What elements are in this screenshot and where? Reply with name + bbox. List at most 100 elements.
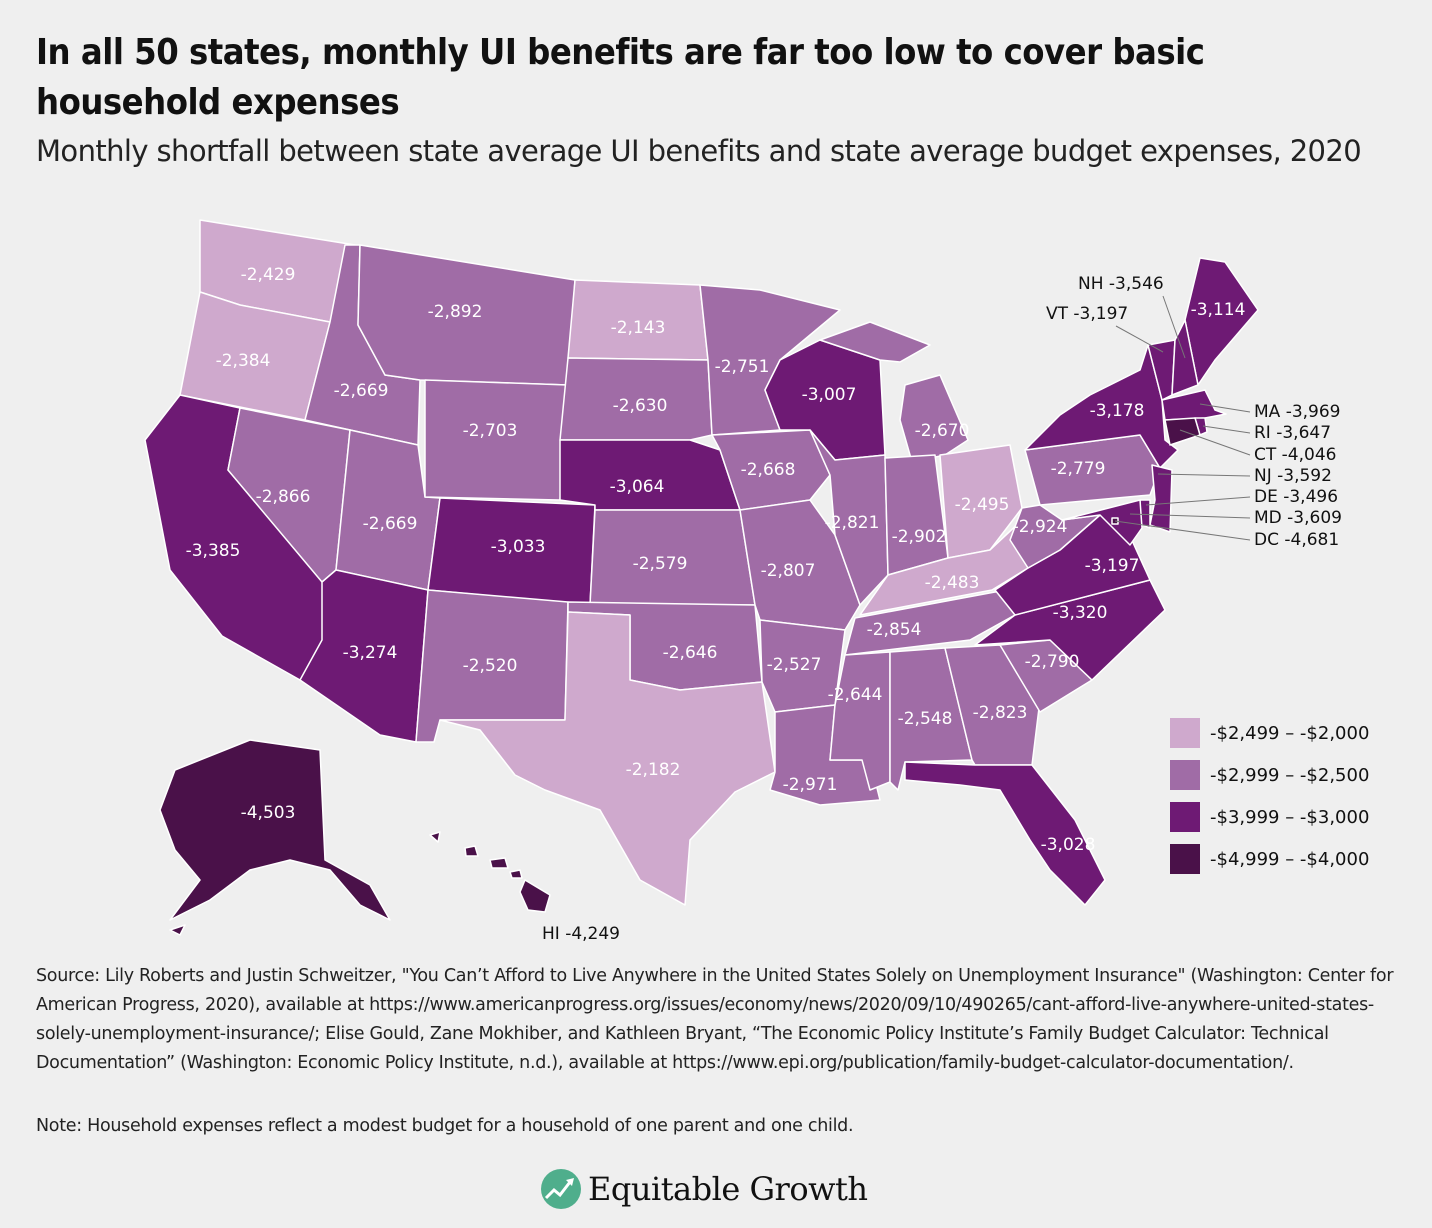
state-il xyxy=(809,429,889,606)
state-label-nv: -2,866 xyxy=(256,487,311,507)
note-text: Note: Household expenses reflect a modes… xyxy=(36,1116,854,1136)
state-label-co: -3,033 xyxy=(491,537,546,557)
state-label-de: DE -3,496 xyxy=(1254,487,1338,507)
state-label-md: MD -3,609 xyxy=(1254,508,1342,528)
legend-swatch xyxy=(1170,802,1200,832)
state-tx xyxy=(439,611,776,906)
state-label-ia: -2,668 xyxy=(741,460,796,480)
legend-item: -$3,999 – -$3,000 xyxy=(1170,796,1369,838)
leader-line-ct xyxy=(1179,429,1251,456)
legend-label: -$4,999 – -$4,000 xyxy=(1210,848,1370,870)
state-hi xyxy=(519,879,551,913)
chart-title: In all 50 states, monthly UI benefits ar… xyxy=(36,32,1205,123)
state-label-ms: -2,644 xyxy=(828,685,883,705)
state-label-in: -2,902 xyxy=(892,527,947,547)
chart-subtitle: Monthly shortfall between state average … xyxy=(36,134,1362,168)
state-label-ma: MA -3,969 xyxy=(1254,402,1341,422)
state-label-ct: CT -4,046 xyxy=(1254,445,1336,465)
state-label-nh: NH -3,546 xyxy=(1078,274,1164,294)
legend: -$2,499 – -$2,000 -$2,999 – -$2,500 -$3,… xyxy=(1170,712,1369,880)
state-label-wv: -2,924 xyxy=(1013,517,1068,537)
state-label-sd: -2,630 xyxy=(613,396,668,416)
state-label-ok: -2,646 xyxy=(663,643,718,663)
state-label-wi: -3,007 xyxy=(802,385,857,405)
growth-logo-icon xyxy=(541,1169,581,1209)
logo-text: Equitable Growth xyxy=(588,1170,868,1208)
state-mi xyxy=(899,374,969,463)
legend-item: -$4,999 – -$4,000 xyxy=(1170,838,1369,880)
state-label-pa: -2,779 xyxy=(1051,459,1106,479)
state-mi xyxy=(819,321,931,363)
state-label-ri: RI -3,647 xyxy=(1254,423,1331,443)
state-hi xyxy=(489,857,509,869)
state-in xyxy=(884,454,949,576)
state-label-mn: -2,751 xyxy=(715,357,770,377)
state-label-id: -2,669 xyxy=(334,381,389,401)
state-ny xyxy=(1024,344,1179,469)
state-label-or: -2,384 xyxy=(216,351,271,371)
state-label-tx: -2,182 xyxy=(626,760,681,780)
state-label-ky: -2,483 xyxy=(925,573,980,593)
equitable-growth-logo: Equitable Growth xyxy=(540,1168,868,1210)
legend-item: -$2,499 – -$2,000 xyxy=(1170,712,1369,754)
state-label-ak: -4,503 xyxy=(241,803,296,823)
state-label-fl: -3,028 xyxy=(1041,835,1096,855)
state-label-mi: -2,670 xyxy=(915,421,970,441)
legend-label: -$2,999 – -$2,500 xyxy=(1210,764,1370,786)
state-label-mo: -2,807 xyxy=(761,561,816,581)
state-hi xyxy=(509,869,523,879)
state-label-nj: NJ -3,592 xyxy=(1254,466,1332,486)
state-md xyxy=(1061,499,1143,546)
state-label-ar: -2,527 xyxy=(767,655,822,675)
state-fl xyxy=(904,761,1106,906)
state-hi xyxy=(429,831,441,843)
legend-item: -$2,999 – -$2,500 xyxy=(1170,754,1369,796)
leader-line-vt xyxy=(1115,325,1164,353)
state-label-nd: -2,143 xyxy=(611,318,666,338)
state-label-mt: -2,892 xyxy=(428,302,483,322)
state-label-ne: -3,064 xyxy=(610,477,665,497)
state-nj xyxy=(1149,464,1173,533)
state-label-wa: -2,429 xyxy=(241,265,296,285)
state-label-tn: -2,854 xyxy=(867,620,922,640)
leader-line-nh xyxy=(1162,295,1186,359)
state-label-va: -3,197 xyxy=(1085,556,1140,576)
legend-label: -$2,499 – -$2,000 xyxy=(1210,722,1370,744)
state-oh xyxy=(939,444,1023,559)
leader-line-md xyxy=(1129,513,1251,519)
state-label-ut: -2,669 xyxy=(363,514,418,534)
state-ct xyxy=(1164,417,1201,446)
state-hi xyxy=(464,845,479,857)
state-label-oh: -2,495 xyxy=(955,495,1010,515)
state-label-nm: -2,520 xyxy=(463,656,518,676)
state-label-dc: DC -4,681 xyxy=(1254,530,1339,550)
state-label-wy: -2,703 xyxy=(463,421,518,441)
state-label-ks: -2,579 xyxy=(633,554,688,574)
legend-swatch xyxy=(1170,844,1200,874)
state-sd xyxy=(559,357,713,441)
state-label-ca: -3,385 xyxy=(186,541,241,561)
state-label-hi: HI -4,249 xyxy=(542,924,620,944)
state-label-ga: -2,823 xyxy=(973,703,1028,723)
state-label-ny: -3,178 xyxy=(1090,401,1145,421)
state-label-la: -2,971 xyxy=(783,775,838,795)
legend-label: -$3,999 – -$3,000 xyxy=(1210,806,1370,828)
legend-swatch xyxy=(1170,760,1200,790)
state-label-az: -3,274 xyxy=(343,643,398,663)
leader-line-ma xyxy=(1199,403,1251,413)
state-label-al: -2,548 xyxy=(898,709,953,729)
state-label-vt: VT -3,197 xyxy=(1046,304,1128,324)
state-label-nc: -3,320 xyxy=(1053,603,1108,623)
state-ak xyxy=(159,739,391,921)
legend-swatch xyxy=(1170,718,1200,748)
state-me xyxy=(1184,257,1259,386)
state-mo xyxy=(739,499,861,631)
state-label-il: -2,821 xyxy=(825,513,880,533)
state-label-sc: -2,790 xyxy=(1025,652,1080,672)
state-wv xyxy=(1009,504,1101,569)
state-ne xyxy=(559,439,741,511)
state-label-me: -3,114 xyxy=(1191,300,1246,320)
leader-line-nj xyxy=(1157,473,1251,477)
